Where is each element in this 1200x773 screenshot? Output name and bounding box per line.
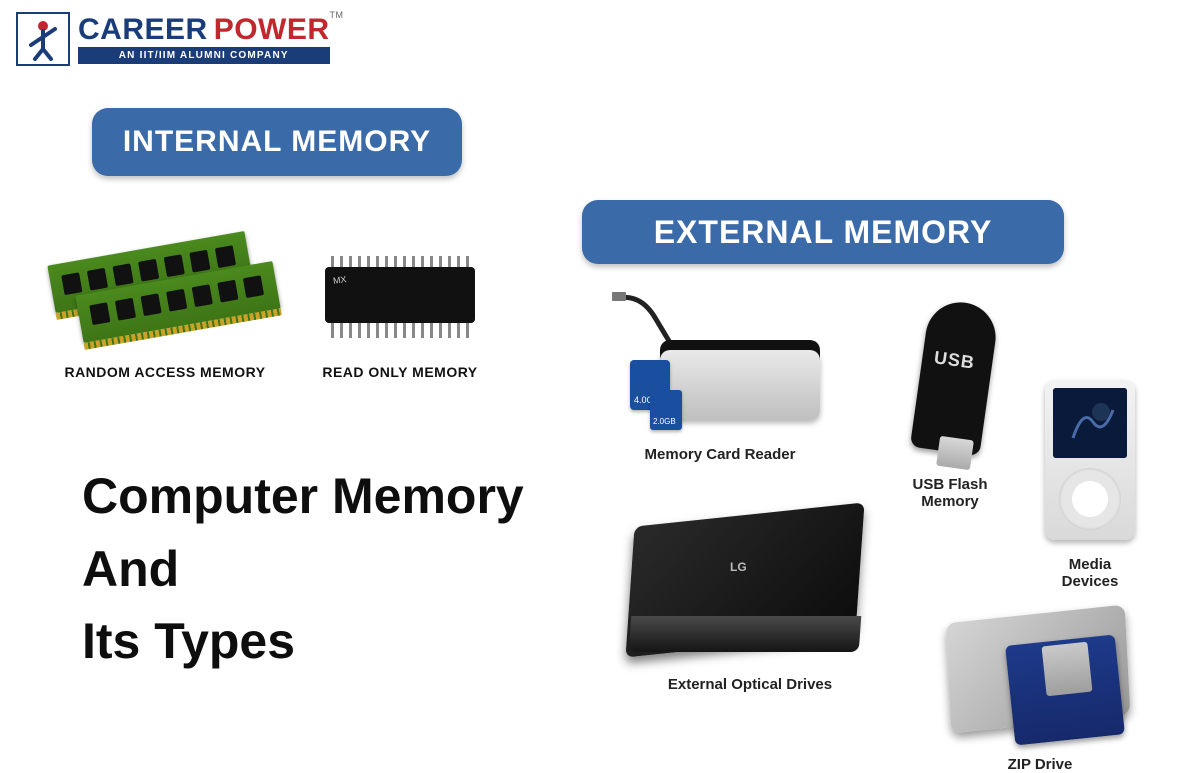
- rom-label: READ ONLY MEMORY: [322, 364, 477, 380]
- ram-icon: [50, 230, 280, 350]
- zip-drive-label: ZIP Drive: [1008, 756, 1073, 773]
- external-memory-group: Memory Card Reader USB USB Flash Memory …: [600, 280, 1180, 760]
- main-title: Computer Memory And Its Types: [82, 460, 524, 678]
- card-reader-label: Memory Card Reader: [645, 446, 796, 463]
- media-device-item: Media Devices: [1040, 380, 1140, 590]
- media-device-icon: [1040, 380, 1140, 550]
- rom-item: MX READ ONLY MEMORY: [310, 240, 490, 380]
- logo-icon: [16, 12, 70, 66]
- zip-drive-item: ZIP Drive: [940, 600, 1140, 773]
- usb-label: USB Flash Memory: [890, 476, 1010, 510]
- ram-item: RANDOM ACCESS MEMORY: [50, 230, 280, 380]
- badge-external-memory: EXTERNAL MEMORY: [582, 200, 1064, 264]
- card-reader-icon: [610, 290, 830, 440]
- zip-drive-icon: [940, 600, 1140, 750]
- logo: CAREER POWER TM AN IIT/IIM ALUMNI COMPAN…: [16, 12, 330, 66]
- logo-text: CAREER POWER TM AN IIT/IIM ALUMNI COMPAN…: [78, 15, 330, 64]
- badge-internal-memory: INTERNAL MEMORY: [92, 108, 462, 176]
- optical-drive-label: External Optical Drives: [668, 676, 832, 693]
- media-device-label: Media Devices: [1040, 556, 1140, 590]
- title-line-3: Its Types: [82, 605, 524, 678]
- ram-label: RANDOM ACCESS MEMORY: [64, 364, 265, 380]
- rom-icon: MX: [310, 240, 490, 350]
- optical-drive-item: LG External Optical Drives: [620, 500, 880, 693]
- title-line-1: Computer Memory: [82, 460, 524, 533]
- logo-word-power: POWER: [214, 15, 330, 45]
- title-line-2: And: [82, 533, 524, 606]
- logo-tm: TM: [330, 11, 344, 20]
- internal-memory-group: RANDOM ACCESS MEMORY MX READ ONLY MEMORY: [50, 210, 580, 380]
- card-reader-item: Memory Card Reader: [610, 290, 830, 463]
- usb-item: USB USB Flash Memory: [890, 280, 1010, 510]
- logo-word-career: CAREER: [78, 15, 208, 45]
- usb-flash-icon: USB: [890, 280, 1010, 470]
- logo-tagline: AN IIT/IIM ALUMNI COMPANY: [78, 47, 330, 64]
- optical-drive-icon: LG: [620, 500, 880, 670]
